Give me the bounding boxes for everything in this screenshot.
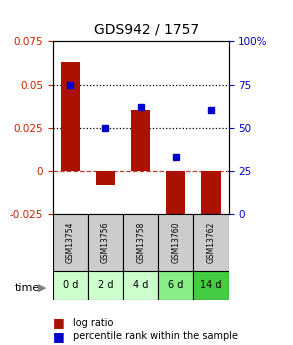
Text: GSM13760: GSM13760 [171, 221, 180, 263]
Text: 2 d: 2 d [98, 280, 113, 290]
Bar [96, 171, 115, 185]
Text: 14 d: 14 d [200, 280, 222, 290]
FancyBboxPatch shape [88, 271, 123, 300]
Text: GSM13754: GSM13754 [66, 221, 75, 263]
FancyBboxPatch shape [158, 271, 193, 300]
Text: GSM13762: GSM13762 [207, 222, 215, 263]
Text: 6 d: 6 d [168, 280, 183, 290]
FancyBboxPatch shape [158, 214, 193, 271]
Text: ■: ■ [53, 330, 64, 343]
Text: ▶: ▶ [38, 283, 47, 293]
Bar [131, 110, 150, 171]
Text: GDS942 / 1757: GDS942 / 1757 [94, 22, 199, 37]
Bar [166, 171, 185, 226]
FancyBboxPatch shape [123, 271, 158, 300]
Bar [201, 171, 221, 231]
FancyBboxPatch shape [53, 271, 88, 300]
Text: percentile rank within the sample: percentile rank within the sample [73, 332, 238, 341]
FancyBboxPatch shape [88, 214, 123, 271]
Text: ■: ■ [53, 316, 64, 329]
Text: GSM13758: GSM13758 [136, 222, 145, 263]
FancyBboxPatch shape [53, 214, 88, 271]
FancyBboxPatch shape [193, 271, 229, 300]
FancyBboxPatch shape [123, 214, 158, 271]
Bar [61, 62, 80, 171]
Text: 4 d: 4 d [133, 280, 148, 290]
Text: log ratio: log ratio [73, 318, 114, 327]
Text: time: time [15, 283, 40, 293]
Text: GSM13756: GSM13756 [101, 221, 110, 263]
Text: 0 d: 0 d [63, 280, 78, 290]
FancyBboxPatch shape [193, 214, 229, 271]
